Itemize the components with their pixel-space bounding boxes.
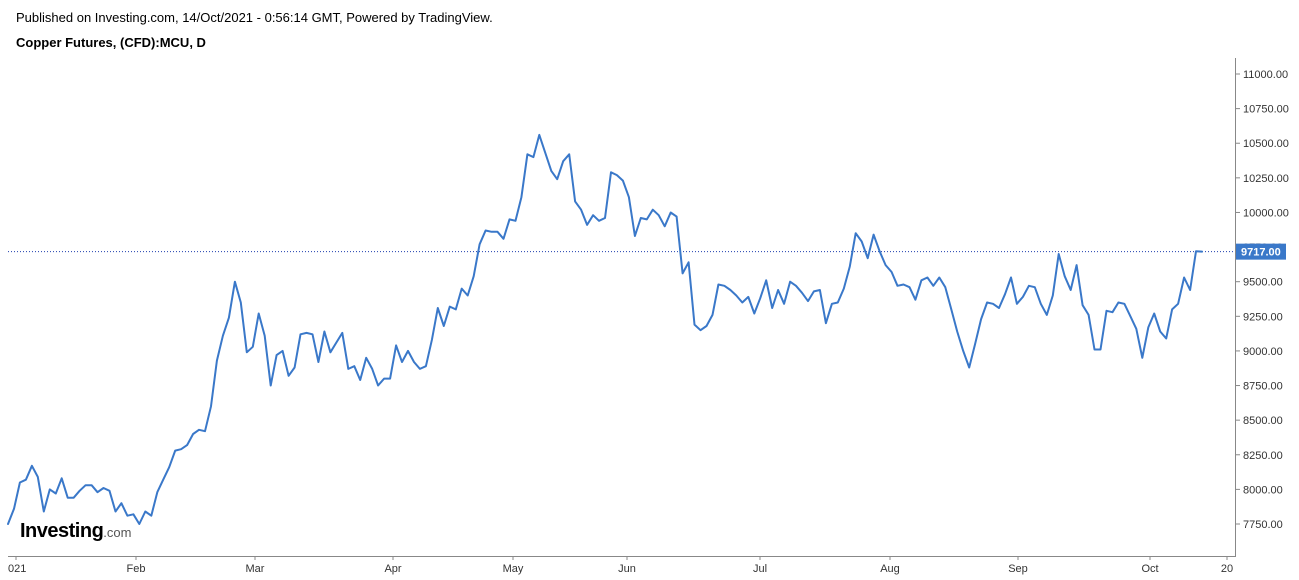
y-tick-label: 10750.00 xyxy=(1243,104,1289,116)
y-tick-label: 8500.00 xyxy=(1243,415,1283,427)
x-tick-label: Jul xyxy=(753,563,767,575)
y-tick-label: 8750.00 xyxy=(1243,381,1283,393)
logo-main-text: Investing xyxy=(20,520,104,542)
y-tick-label: 8250.00 xyxy=(1243,450,1283,462)
y-tick-label: 11000.00 xyxy=(1243,69,1288,81)
x-tick-label: Aug xyxy=(880,563,900,575)
y-axis-ticks: 7750.00 8000.00 8250.00 8500.00 8750.00 9000.… xyxy=(1235,69,1289,531)
instrument-title: Copper Futures, (CFD):MCU, D xyxy=(16,35,206,50)
y-tick-label: 10250.00 xyxy=(1243,173,1289,185)
x-tick-label: Mar xyxy=(246,563,265,575)
last-price-label-group: 9717.00 xyxy=(1236,243,1286,260)
chart-header: Published on Investing.com, 14/Oct/2021 … xyxy=(16,10,493,51)
last-price-label: 9717.00 xyxy=(1241,247,1281,259)
y-tick-label: 8000.00 xyxy=(1243,484,1283,496)
x-tick-label: Feb xyxy=(127,563,146,575)
x-tick-label: May xyxy=(503,563,524,575)
x-tick-label: 021 xyxy=(8,563,26,575)
investing-logo: Investing.com xyxy=(20,520,131,543)
published-info: Published on Investing.com, 14/Oct/2021 … xyxy=(16,10,493,25)
y-tick-label: 10500.00 xyxy=(1243,138,1289,150)
x-tick-label: Oct xyxy=(1141,563,1158,575)
y-tick-label: 7750.00 xyxy=(1243,519,1283,531)
y-tick-label: 9500.00 xyxy=(1243,277,1283,289)
x-tick-label: 20 xyxy=(1221,563,1233,575)
last-price-label-bg xyxy=(1236,243,1286,260)
y-tick-label: 10000.00 xyxy=(1243,207,1289,219)
x-axis-ticks: 021 Feb Mar Apr May Jun Jul Aug Sep Oct 20 xyxy=(8,556,1233,575)
y-tick-label: 9250.00 xyxy=(1243,311,1283,323)
x-tick-label: Jun xyxy=(618,563,636,575)
series-group xyxy=(7,133,1203,525)
chart-axes xyxy=(8,58,1236,557)
y-tick-label: 9000.00 xyxy=(1243,346,1283,358)
price-series-line xyxy=(7,133,1203,525)
x-tick-label: Sep xyxy=(1008,563,1028,575)
logo-suffix-text: .com xyxy=(103,525,132,540)
x-tick-label: Apr xyxy=(384,563,401,575)
